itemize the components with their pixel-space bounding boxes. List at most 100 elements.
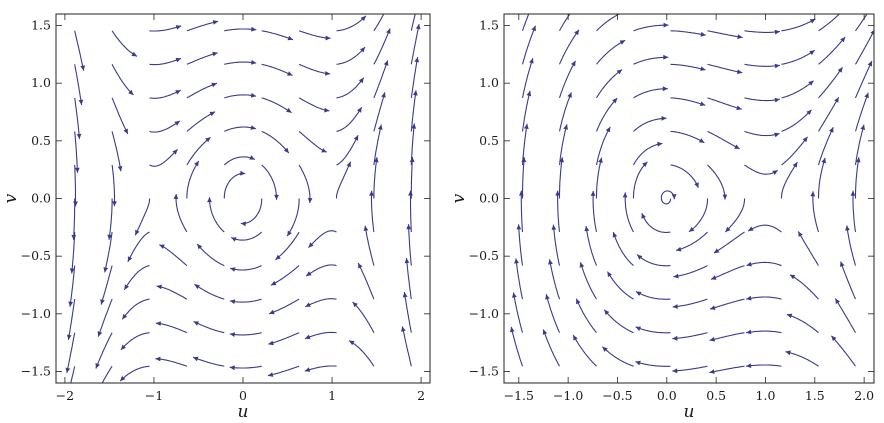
stream-arrowhead (842, 6, 847, 11)
streamline (521, 14, 530, 31)
streamline (223, 156, 256, 166)
streamline (119, 365, 150, 382)
stream-plot-left: −2 −1 0 1 2 −1.5 −1.0 −0.5 0.0 0.5 1.0 1.5 u v (1, 0, 431, 422)
streamline (818, 67, 843, 99)
stream-arrowhead (267, 372, 274, 377)
streamline (515, 258, 524, 300)
streamline (521, 157, 525, 199)
streamline (746, 364, 782, 367)
stream-arrowhead (860, 124, 865, 131)
stream-arrowhead (194, 284, 200, 290)
streamline (817, 127, 834, 166)
streamline (261, 164, 278, 200)
streamline (710, 265, 745, 280)
stream-arrowhead (577, 0, 582, 4)
streamline (229, 265, 262, 271)
streamline (840, 261, 857, 300)
stream-arrowhead (415, 24, 421, 30)
streamline (575, 298, 597, 334)
stream-arrowhead (71, 234, 77, 240)
streamline (558, 92, 572, 132)
stream-arrowhead (661, 116, 667, 121)
stream-arrowhead (689, 227, 695, 232)
streamline (405, 258, 412, 300)
streamline (557, 190, 561, 233)
streamline (155, 322, 188, 334)
streamline (633, 88, 668, 99)
stream-arrowhead (411, 123, 417, 129)
streamline (224, 126, 257, 132)
x-tick-label: 1 (328, 388, 336, 403)
streamline (229, 298, 262, 303)
streamline (373, 28, 391, 65)
stream-arrowhead (531, 25, 536, 32)
stream-arrowhead (840, 37, 846, 43)
stream-arrowhead (414, 57, 420, 63)
stream-arrowhead (563, 124, 568, 130)
stream-arrowhead (774, 97, 780, 103)
y-axis-label: v (1, 193, 21, 203)
streamline (224, 28, 257, 32)
stream-arrowhead (68, 301, 73, 307)
streamline (542, 329, 560, 367)
stream-arrowhead (112, 201, 117, 207)
streamline (781, 49, 816, 65)
streamline (707, 130, 740, 150)
streamline (261, 30, 294, 41)
x-tick-label: 1.0 (756, 388, 776, 403)
stream-arrowhead (127, 256, 133, 262)
stream-arrowhead (526, 90, 532, 97)
streamline (747, 224, 782, 233)
streamline (410, 14, 416, 31)
streamline (74, 97, 81, 139)
stream-arrowhead (574, 29, 579, 36)
streamline (746, 296, 782, 300)
streamline (224, 94, 257, 99)
stream-arrowhead (641, 213, 646, 219)
stream-arrowhead (699, 101, 706, 106)
stream-arrowhead (808, 80, 814, 86)
streamline (780, 161, 798, 199)
streamline (612, 231, 634, 266)
stream-arrowhead (287, 71, 293, 76)
streamline (304, 331, 337, 340)
streamline (121, 298, 150, 320)
stream-arrowhead (156, 284, 162, 290)
streamline (127, 231, 150, 263)
stream-arrowhead (155, 356, 161, 362)
stream-arrowhead (725, 226, 731, 232)
streamline (73, 198, 76, 240)
streamline (579, 262, 597, 300)
stream-arrowhead (193, 356, 199, 362)
stream-arrowhead (598, 157, 603, 163)
stream-arrowhead (798, 231, 803, 237)
stream-arrowhead (274, 194, 279, 200)
streamline (401, 326, 412, 367)
streamline (335, 161, 352, 199)
streamline (373, 14, 385, 32)
streamline (336, 77, 365, 99)
streamline (592, 190, 598, 233)
streamline (852, 190, 857, 233)
streamlines (510, 0, 874, 374)
stream-arrowhead (722, 194, 728, 200)
stream-arrowhead (388, 0, 392, 2)
stream-arrowhead (855, 157, 861, 163)
streamline (74, 64, 83, 105)
streamline (632, 161, 648, 199)
stream-arrowhead (709, 336, 715, 342)
streamline (688, 198, 709, 233)
stream-arrowhead (73, 201, 78, 207)
stream-arrowhead (529, 58, 534, 64)
streamline (298, 97, 330, 112)
stream-arrowhead (510, 326, 515, 333)
streamline (192, 356, 225, 367)
stream-arrowhead (94, 395, 98, 401)
stream-arrowhead (710, 305, 716, 310)
stream-arrowhead (829, 127, 834, 133)
streamline (186, 136, 211, 166)
stream-arrowhead (774, 132, 780, 138)
streamline (854, 124, 865, 166)
stream-arrowhead (155, 321, 161, 326)
stream-arrowhead (230, 267, 236, 272)
